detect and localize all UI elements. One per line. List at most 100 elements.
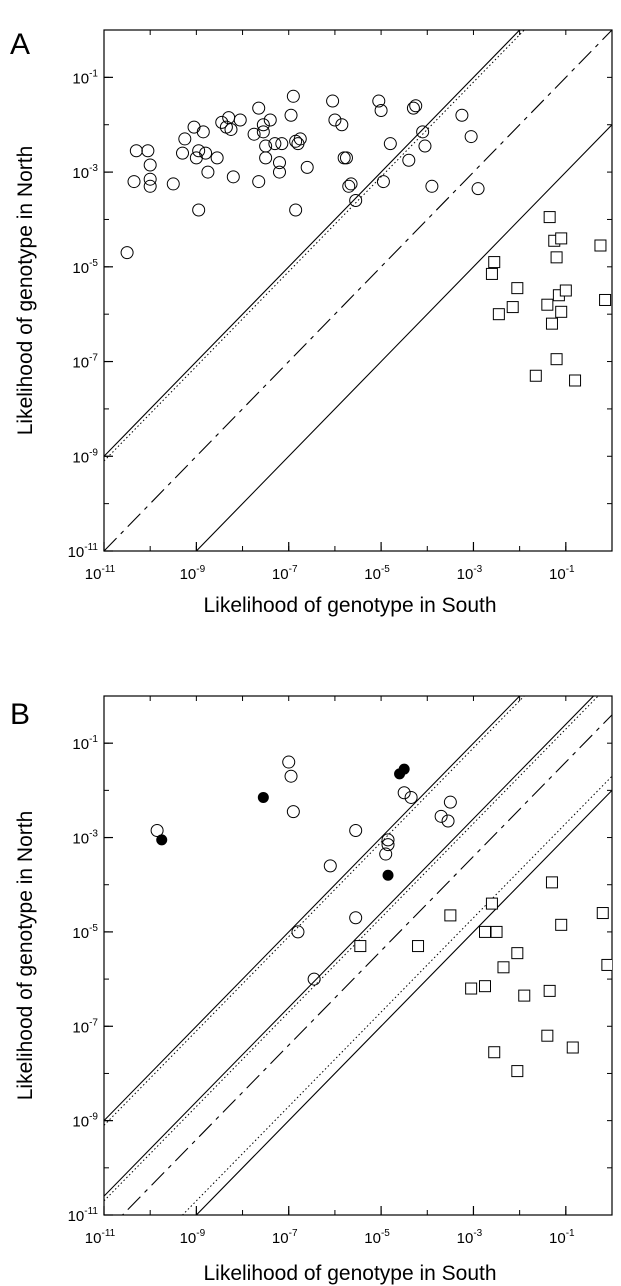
data-point-circle (323, 859, 337, 873)
data-point-circle (233, 113, 247, 127)
data-point-circle (406, 101, 420, 115)
data-point-circle (342, 179, 356, 193)
data-point-circle (247, 127, 261, 141)
x-tick-label: 10-5 (364, 1228, 390, 1247)
data-point-circle (291, 137, 305, 151)
data-point-circle (275, 137, 289, 151)
reference-line-solid (104, 696, 595, 1197)
data-point-circle (166, 177, 180, 191)
x-axis-title: Likelihood of genotype in South (203, 594, 496, 617)
x-tick-label: 10-3 (457, 1228, 483, 1247)
y-tick-label: 10-7 (72, 1017, 98, 1036)
data-point-circle (215, 115, 229, 129)
data-point-circle (224, 122, 238, 136)
plot-frame (103, 695, 613, 1216)
data-point-filled-circle (382, 869, 394, 881)
data-point-circle (349, 911, 363, 925)
data-point-circle (268, 137, 282, 151)
chart-panel-b: B 10-11 10-9 10-7 10-5 10-3 10-1 10-1 10-3 10-5 10… (10, 695, 613, 1285)
data-point-square (354, 940, 367, 953)
data-point-circle (397, 786, 411, 800)
reference-line-dotted (181, 775, 612, 1215)
data-point-square (555, 232, 568, 245)
y-tick-label: 10-11 (68, 1206, 99, 1225)
data-point-square (541, 298, 554, 311)
panel-label: A (10, 28, 30, 61)
data-point-square (559, 284, 572, 297)
plot-area (104, 696, 612, 1215)
data-point-circle (178, 132, 192, 146)
y-tick-label: 10-5 (72, 258, 98, 277)
data-point-circle (289, 203, 303, 217)
data-point-circle (441, 814, 455, 828)
data-point-square (518, 989, 531, 1002)
data-point-circle (307, 972, 321, 986)
data-point-square (529, 369, 542, 382)
data-point-circle (425, 179, 439, 193)
data-point-filled-circle (398, 763, 410, 775)
data-point-square (545, 876, 558, 889)
data-point-circle (349, 823, 363, 837)
data-point-square (541, 1029, 554, 1042)
data-point-circle (409, 99, 423, 113)
data-point-circle (289, 134, 303, 148)
data-point-circle (141, 144, 155, 158)
data-point-square (479, 925, 491, 938)
data-point-square (488, 256, 501, 269)
data-point-square (488, 1046, 501, 1059)
x-tick-label: 10-5 (364, 564, 390, 583)
reference-line-solid (104, 696, 521, 1122)
data-point-filled-circle (257, 791, 269, 803)
reference-line-dotted (104, 30, 525, 462)
x-axis-title: Likelihood of genotype in South (203, 1262, 496, 1285)
data-point-circle (300, 160, 314, 174)
data-point-square (555, 918, 568, 931)
reference-line-dotted (104, 696, 599, 1202)
data-point-square (543, 211, 556, 224)
data-point-circle (434, 809, 448, 823)
data-point-circle (374, 104, 388, 118)
data-point-square (506, 301, 519, 314)
data-point-circle (337, 151, 351, 165)
data-point-circle (282, 755, 296, 769)
data-point-circle (379, 847, 393, 861)
data-point-circle (143, 158, 157, 172)
data-point-circle (192, 144, 206, 158)
data-point-circle (376, 175, 390, 189)
data-point-circle (455, 108, 469, 122)
y-tick-label: 10-9 (72, 1112, 98, 1131)
data-point-circle (201, 165, 215, 179)
y-tick-label: 10-3 (72, 829, 98, 848)
data-point-circle (129, 144, 143, 158)
data-point-circle (349, 194, 363, 208)
data-point-square (485, 267, 498, 280)
data-point-circle (404, 790, 418, 804)
data-point-square (492, 308, 505, 321)
y-tick-label: 10-1 (72, 734, 98, 753)
data-point-circle (339, 151, 353, 165)
y-tick-label: 10-1 (72, 68, 98, 87)
reference-line-dotted (104, 696, 525, 1126)
panel-label: B (10, 698, 30, 731)
data-point-square (566, 1041, 579, 1054)
x-tick-label: 10-9 (180, 564, 206, 583)
data-point-circle (402, 153, 416, 167)
reference-line-solid (195, 124, 612, 551)
data-point-circle (381, 838, 395, 852)
y-tick-label: 10-5 (72, 923, 98, 942)
plot-area (104, 30, 612, 551)
data-point-circle (284, 769, 298, 783)
data-point-circle (286, 805, 300, 819)
data-point-square (511, 1065, 524, 1078)
data-point-square (412, 940, 425, 953)
data-point-filled-circle (156, 834, 168, 846)
data-point-circle (464, 130, 478, 144)
data-point-circle (286, 89, 300, 103)
data-point-circle (256, 125, 270, 139)
y-tick-label: 10-11 (68, 542, 99, 561)
y-tick-label: 10-3 (72, 163, 98, 182)
chart-panel-a: A 10-11 10-9 10-7 10-5 10-3 10-1 10-1 10-3 10-5 10… (10, 28, 613, 617)
data-point-square (511, 282, 524, 295)
reference-line-dashed (104, 30, 612, 551)
